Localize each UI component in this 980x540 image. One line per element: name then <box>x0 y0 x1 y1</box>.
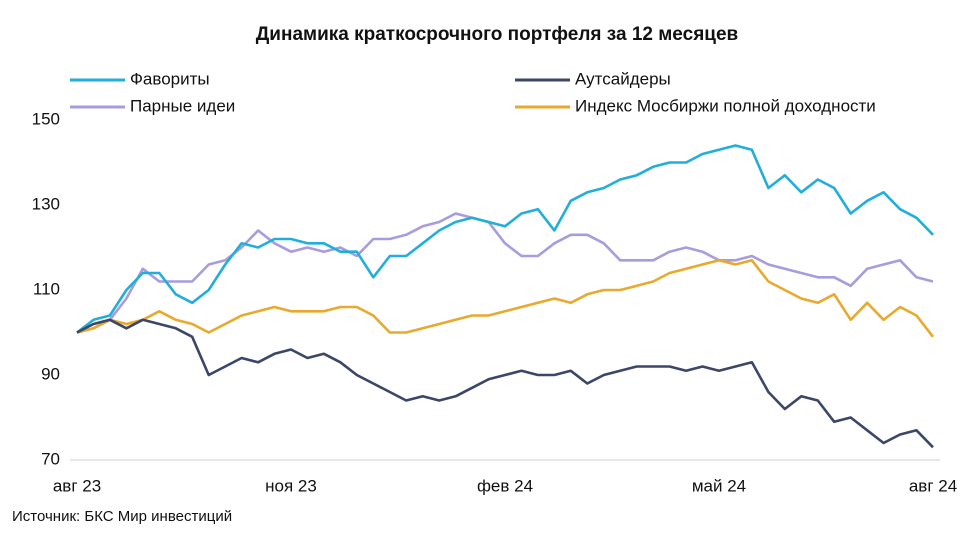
series-line <box>76 318 934 449</box>
x-tick-label: ноя 23 <box>265 476 317 495</box>
x-tick-label: авг 23 <box>53 476 101 495</box>
y-tick-label: 110 <box>33 279 60 298</box>
y-tick-label: 130 <box>32 194 60 213</box>
y-tick-label: 90 <box>41 364 60 383</box>
source-note: Источник: БКС Мир инвестиций <box>12 508 232 525</box>
series-line <box>76 259 935 338</box>
legend-label: Индекс Мосбиржи полной доходности <box>575 96 876 115</box>
chart-title: Динамика краткосрочного портфеля за 12 м… <box>256 24 738 45</box>
legend-label: Фавориты <box>130 69 210 88</box>
x-tick-label: май 24 <box>692 476 746 495</box>
series-line <box>76 212 934 334</box>
series-line <box>76 144 934 334</box>
y-tick-label: 70 <box>41 449 60 468</box>
y-tick-label: 150 <box>32 109 60 128</box>
x-tick-label: авг 24 <box>909 476 957 495</box>
legend-label: Аутсайдеры <box>575 69 671 88</box>
x-tick-label: фев 24 <box>477 476 533 495</box>
legend-label: Парные идеи <box>130 96 235 115</box>
